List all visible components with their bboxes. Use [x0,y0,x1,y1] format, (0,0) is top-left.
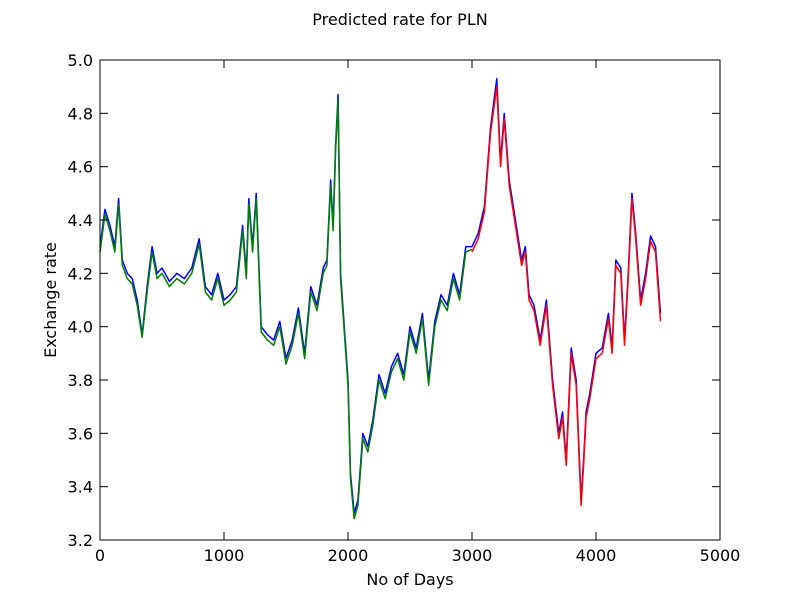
chart-title: Predicted rate for PLN [312,10,487,29]
y-tick-label: 5.0 [68,51,93,70]
x-axis-label: No of Days [366,570,453,589]
x-tick-label: 5000 [700,546,741,565]
x-tick-label: 4000 [576,546,617,565]
y-tick-label: 4.0 [68,318,93,337]
y-tick-label: 3.2 [68,531,93,550]
y-tick-label: 4.6 [68,158,93,177]
y-tick-label: 4.2 [68,264,93,283]
series-line-2 [471,85,662,507]
series-line-0 [99,77,662,515]
y-axis-label: Exchange rate [41,242,60,358]
series-line-1 [99,99,473,520]
x-axis: 0 1000 2000 3000 4000 5000 [95,60,740,565]
y-tick-label: 3.8 [68,371,93,390]
series-lines [99,77,662,520]
x-tick-label: 1000 [204,546,245,565]
plot-frame [99,59,721,541]
y-tick-label: 4.8 [68,104,93,123]
x-tick-label: 0 [95,546,105,565]
x-tick-label: 3000 [452,546,493,565]
y-tick-label: 4.4 [68,211,93,230]
y-tick-label: 3.6 [68,424,93,443]
y-axis: 3.2 3.4 3.6 3.8 4.0 4.2 4.4 4.6 4.8 5.0 [68,51,720,550]
y-tick-label: 3.4 [68,478,93,497]
x-tick-label: 2000 [328,546,369,565]
